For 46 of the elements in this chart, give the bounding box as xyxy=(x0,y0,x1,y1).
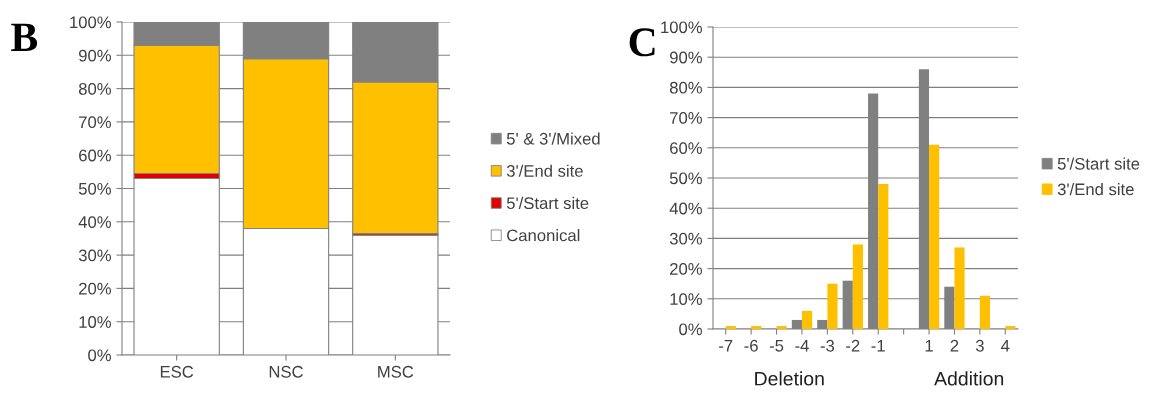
x-tick-label: MSC xyxy=(378,365,414,378)
y-tick-label: 40% xyxy=(669,202,702,215)
legend-label: 3'/End site xyxy=(506,164,583,177)
y-tick-label: 60% xyxy=(79,149,111,162)
x-tick-label: 1 xyxy=(925,340,933,352)
legend-label: 5' & 3'/Mixed xyxy=(506,132,600,145)
y-tick-label: 80% xyxy=(669,81,702,94)
chart-title: C xyxy=(629,28,655,57)
y-tick-label: 10% xyxy=(670,293,702,305)
y-tick-label: 30% xyxy=(78,249,111,262)
y-tick-label: 10% xyxy=(79,316,111,328)
chart-title: B xyxy=(11,23,38,52)
y-tick-label: 70% xyxy=(670,112,702,124)
y-tick-label: 20% xyxy=(79,282,111,295)
legend-label: 3'/End site xyxy=(1057,183,1134,196)
x-tick-label: NSC xyxy=(269,365,303,378)
y-tick-label: 90% xyxy=(79,49,111,62)
y-tick-label: 100% xyxy=(661,21,702,34)
x-tick-label: -5 xyxy=(769,340,784,352)
y-tick-label: 80% xyxy=(78,83,111,95)
legend-label: Canonical xyxy=(507,229,580,242)
y-tick-label: 50% xyxy=(669,172,702,185)
legend-label: 5'/Start site xyxy=(1057,157,1140,170)
x-tick-label: -6 xyxy=(744,339,758,352)
y-tick-label: 90% xyxy=(670,51,702,64)
y-tick-label: 100% xyxy=(70,16,111,29)
y-tick-label: 70% xyxy=(79,116,111,129)
x-tick-label: -7 xyxy=(719,340,733,352)
x-tick-label: 2 xyxy=(950,339,959,352)
y-tick-label: 0% xyxy=(679,323,702,336)
y-tick-label: 20% xyxy=(670,263,702,275)
x-tick-label: 3 xyxy=(975,339,984,352)
text: Deletion xyxy=(755,371,824,386)
x-tick-label: 4 xyxy=(1001,340,1010,352)
x-tick-label: -1 xyxy=(871,340,885,352)
y-tick-label: 60% xyxy=(670,142,702,154)
y-tick-label: 0% xyxy=(88,349,111,362)
y-tick-label: 50% xyxy=(78,182,111,195)
legend-label: 5'/Start site xyxy=(506,196,589,210)
text: Addition xyxy=(934,371,1004,386)
y-tick-label: 30% xyxy=(669,232,702,245)
x-tick-label: -2 xyxy=(846,339,860,352)
x-tick-label: -3 xyxy=(820,339,835,352)
x-tick-label: ESC xyxy=(160,365,194,378)
y-tick-label: 40% xyxy=(78,216,111,228)
x-tick-label: -4 xyxy=(795,340,809,352)
